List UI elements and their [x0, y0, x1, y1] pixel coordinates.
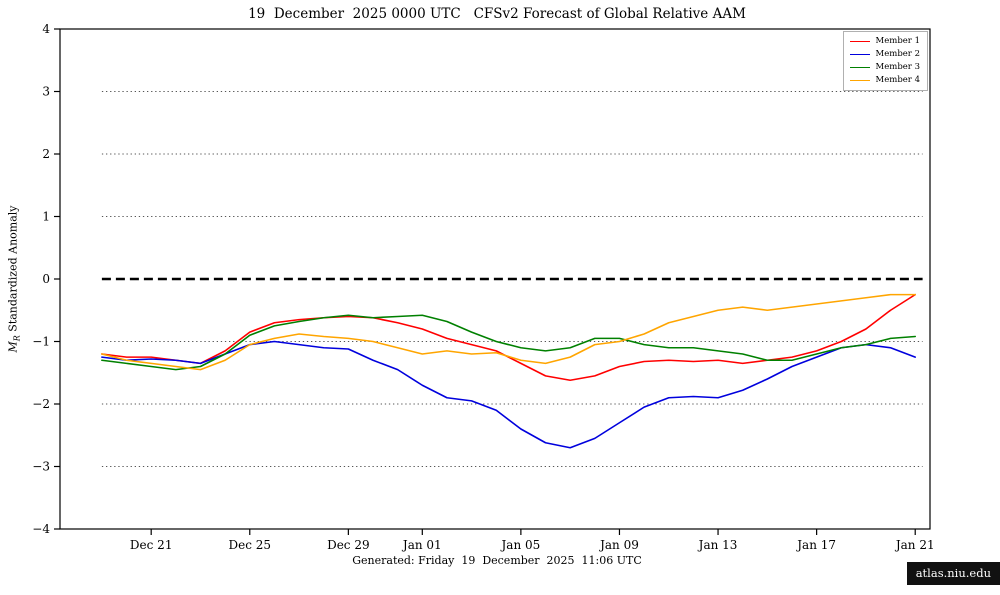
- x-tick-label: Jan 05: [499, 538, 540, 552]
- legend-label: Member 2: [875, 49, 920, 59]
- legend-line-swatch: [849, 67, 870, 68]
- legend-label: Member 3: [875, 62, 920, 72]
- series-line-member-3: [101, 314, 917, 371]
- legend-label: Member 1: [875, 36, 920, 46]
- series-line-member-4: [101, 293, 917, 371]
- legend-line-swatch: [849, 41, 870, 42]
- chart-title: 19 December 2025 0000 UTC CFSv2 Forecast…: [248, 6, 746, 22]
- x-tick-label: Jan 01: [401, 538, 442, 552]
- y-tick-label: −1: [32, 335, 50, 349]
- series-line-member-2: [101, 340, 917, 449]
- x-tick-label: Jan 17: [795, 538, 836, 552]
- x-tick-label: Jan 21: [894, 538, 935, 552]
- y-tick-label: −3: [32, 460, 50, 474]
- y-tick-label: 1: [42, 210, 50, 224]
- generated-timestamp: Generated: Friday 19 December 2025 11:06…: [352, 554, 642, 567]
- x-tick-label: Dec 25: [229, 538, 272, 552]
- y-tick-label: 0: [42, 272, 50, 286]
- legend-item-member-2: Member 2: [849, 48, 920, 61]
- x-tick-label: Dec 29: [327, 538, 370, 552]
- y-tick-label: −4: [32, 522, 50, 536]
- x-tick-label: Dec 21: [130, 538, 173, 552]
- legend-item-member-1: Member 1: [849, 35, 920, 48]
- y-tick-label: 4: [42, 22, 50, 36]
- x-tick-label: Jan 09: [598, 538, 639, 552]
- x-tick-label: Jan 13: [697, 538, 738, 552]
- y-tick-label: 3: [42, 85, 50, 99]
- legend-line-swatch: [849, 80, 870, 81]
- legend-item-member-4: Member 4: [849, 74, 920, 87]
- legend: Member 1 Member 2 Member 3 Member 4: [842, 31, 928, 91]
- legend-item-member-3: Member 3: [849, 61, 920, 74]
- legend-label: Member 4: [875, 75, 920, 85]
- legend-line-swatch: [849, 54, 870, 55]
- site-badge: atlas.niu.edu: [906, 562, 1000, 585]
- y-tick-label: 2: [42, 147, 50, 161]
- y-tick-label: −2: [32, 397, 50, 411]
